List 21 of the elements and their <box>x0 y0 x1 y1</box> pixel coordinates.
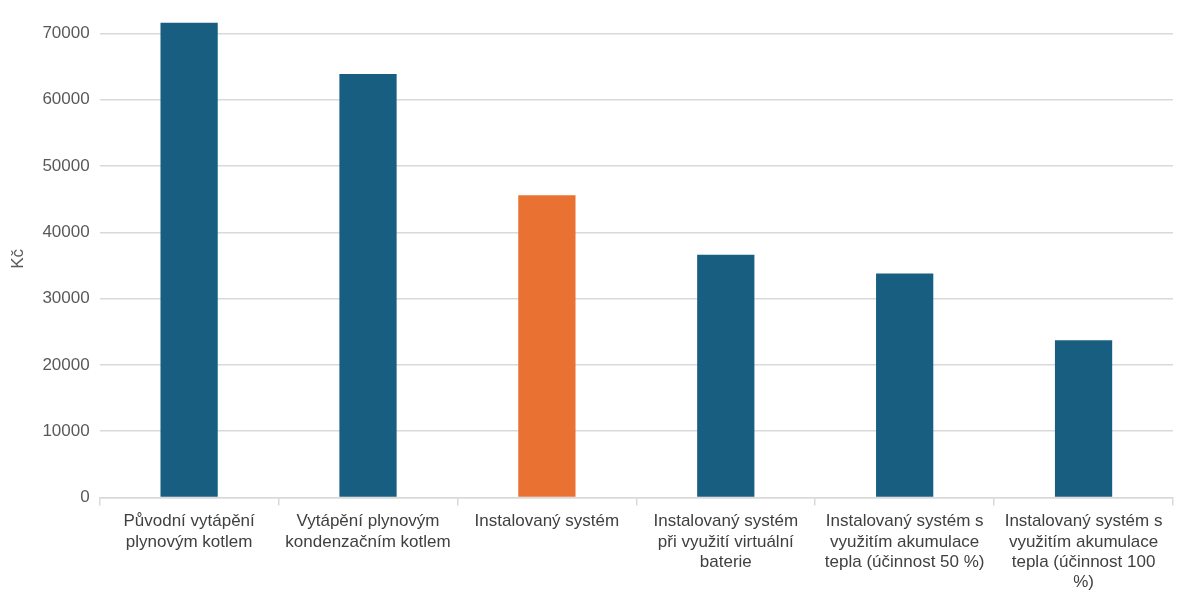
y-axis-title: Kč <box>7 248 27 269</box>
y-tick-label: 60000 <box>42 89 90 109</box>
y-tick-label: 40000 <box>42 221 90 241</box>
bar <box>160 22 218 497</box>
bar <box>518 195 576 497</box>
x-tick-label: Instalovaný systém s využitím akumulace tepla (účinnost 50 %) <box>824 511 985 572</box>
y-tick-label: 50000 <box>42 155 90 175</box>
y-tick-label: 70000 <box>42 23 90 43</box>
bar <box>697 254 755 497</box>
y-tick-label: 10000 <box>42 420 90 440</box>
y-tick-label: 30000 <box>42 288 90 308</box>
bar <box>1054 340 1113 497</box>
x-tick-label: Instalovaný systém <box>474 511 620 531</box>
x-tick-label: Instalovaný systém s využitím akumulace tepla (účinnost 100 %) <box>1004 511 1163 592</box>
y-tick-label: 0 <box>80 487 90 507</box>
x-tick-label: Instalovaný systém při využití virtuální baterie <box>653 511 799 572</box>
x-tick-label: Původní vytápění plynovým kotlem <box>123 511 256 551</box>
x-tick-label: Vytápění plynovým kondenzačním kotlem <box>285 511 451 551</box>
bar <box>876 273 934 497</box>
y-tick-label: 20000 <box>42 354 90 374</box>
bar <box>339 73 397 497</box>
